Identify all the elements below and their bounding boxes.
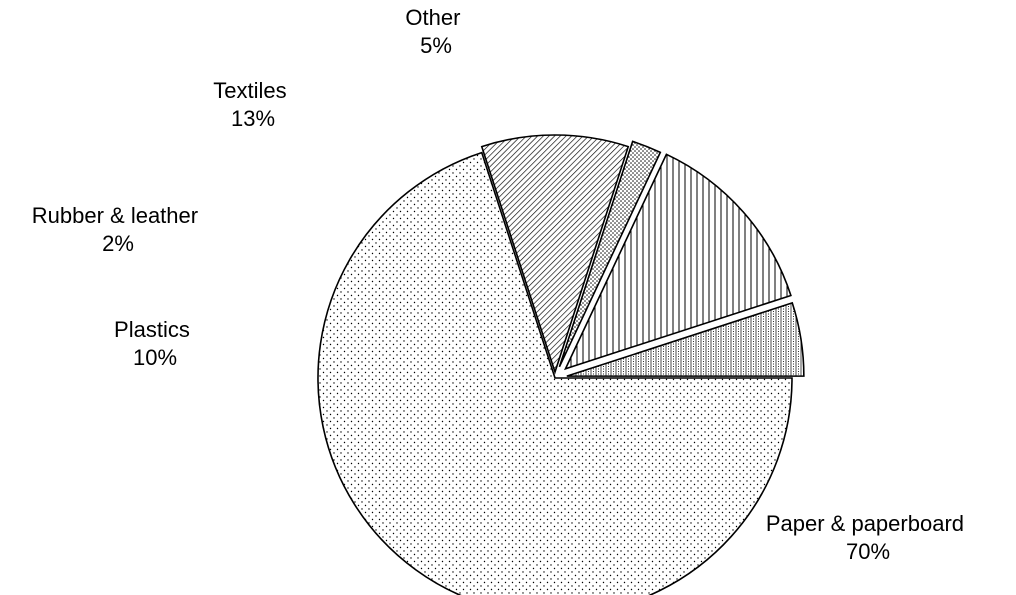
- slice-other: [566, 301, 805, 377]
- label-plastics: Plastics 10%: [114, 317, 196, 370]
- slice-paper-paperboard: [317, 151, 793, 595]
- label-other: Other 5%: [405, 5, 466, 58]
- label-paper-paperboard: Paper & paperboard 70%: [766, 511, 970, 564]
- label-rubber-leather: Rubber & leather 2%: [32, 203, 204, 256]
- slice-plastics: [480, 134, 630, 375]
- slice-rubber-leather: [558, 140, 662, 368]
- slice-textiles: [563, 153, 792, 371]
- label-textiles: Textiles 13%: [213, 78, 292, 131]
